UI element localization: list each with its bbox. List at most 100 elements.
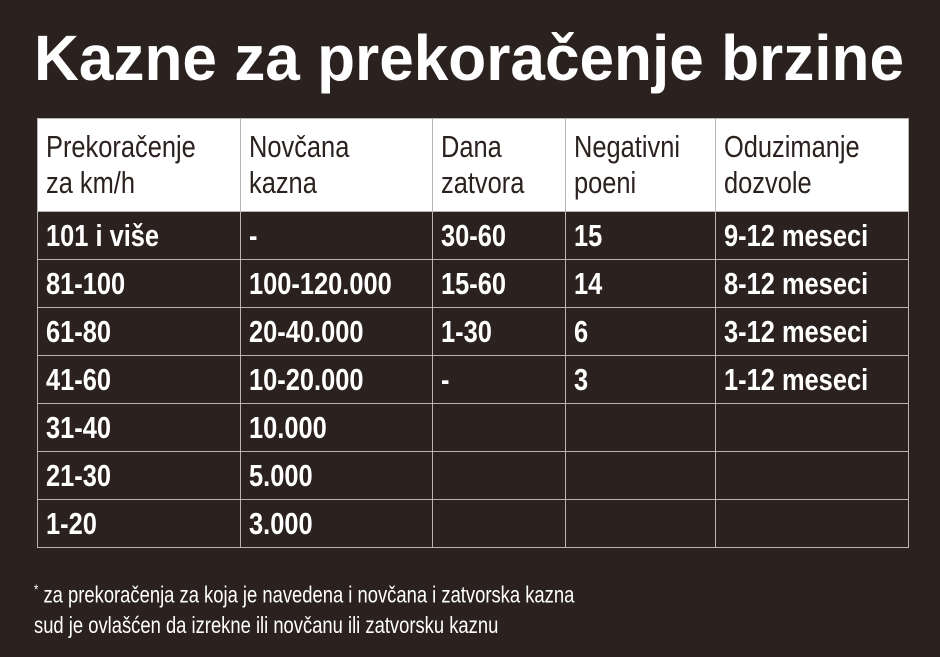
header-line: kazna	[249, 165, 432, 201]
cell: 31-40	[37, 403, 241, 452]
header-text: dozvole	[724, 165, 812, 200]
cell: 1-30	[432, 307, 566, 356]
header-text: zatvora	[441, 165, 525, 200]
cell-text: 41-60	[46, 361, 112, 397]
table-row: 101 i više - 30-60 15 9-12 meseci	[37, 211, 909, 260]
cell: 1-12 meseci	[715, 355, 909, 404]
cell-text: 8-12 meseci	[724, 265, 869, 301]
cell: 20-40.000	[240, 307, 433, 356]
cell: 6	[565, 307, 716, 356]
cell-text: 14	[574, 265, 603, 301]
header-line: Prekoračenje	[46, 129, 240, 165]
cell: 3-12 meseci	[715, 307, 909, 356]
cell-text: 30-60	[441, 217, 507, 253]
cell: 3.000	[240, 499, 433, 548]
footnote-wrap: sud je ovlašćen da izrekne ili novčanu i…	[34, 610, 498, 640]
table-body: 101 i više - 30-60 15 9-12 meseci 81-100 100-1…	[37, 211, 909, 548]
header-line: dozvole	[724, 165, 908, 201]
header-cell: Novčana kazna	[240, 118, 433, 212]
header-text: Negativni	[574, 129, 680, 164]
cell	[715, 403, 909, 452]
cell-text: -	[441, 361, 450, 397]
cell-text: 100-120.000	[249, 265, 392, 301]
footnote-line: sud je ovlašćen da izrekne ili novčanu i…	[34, 610, 709, 640]
cell: 9-12 meseci	[715, 211, 909, 260]
header-text: poeni	[574, 165, 637, 200]
cell-text: 81-100	[46, 265, 126, 301]
footnote: * za prekoračenja za koja je navedena i …	[34, 574, 709, 640]
cell-text: 6	[574, 313, 589, 349]
header-line: poeni	[574, 165, 715, 201]
cell	[432, 403, 566, 452]
title: Kazne za prekoračenje brzine	[34, 22, 904, 94]
cell-text: 3.000	[249, 505, 313, 541]
cell: 81-100	[37, 259, 241, 308]
cell	[715, 499, 909, 548]
header-cell: Negativni poeni	[565, 118, 716, 212]
cell-text: 10-20.000	[249, 361, 364, 397]
cell-text: 20-40.000	[249, 313, 364, 349]
cell-text: 5.000	[249, 457, 313, 493]
cell-text: -	[249, 217, 258, 253]
header-line: zatvora	[441, 165, 565, 201]
title-box: Kazne za prekoračenje brzine	[34, 22, 904, 94]
footnote-marker: *	[34, 581, 39, 597]
cell	[565, 499, 716, 548]
cell	[715, 451, 909, 500]
cell-text: 10.000	[249, 409, 327, 445]
fines-table: Prekoračenje za km/h Novčana kazna Dana zatvo…	[37, 118, 909, 548]
cell-text: 21-30	[46, 457, 112, 493]
cell: 61-80	[37, 307, 241, 356]
header-line: za km/h	[46, 165, 240, 201]
cell: 10.000	[240, 403, 433, 452]
header-cell: Dana zatvora	[432, 118, 566, 212]
cell	[432, 499, 566, 548]
cell: 15	[565, 211, 716, 260]
header-line: Novčana	[249, 129, 432, 165]
header-row: Prekoračenje za km/h Novčana kazna Dana zatvo…	[37, 118, 909, 212]
cell-text: 15-60	[441, 265, 507, 301]
header-cell: Oduzimanje dozvole	[715, 118, 909, 212]
cell: 21-30	[37, 451, 241, 500]
cell	[565, 403, 716, 452]
cell: -	[432, 355, 566, 404]
cell-text: 1-12 meseci	[724, 361, 869, 397]
cell: 8-12 meseci	[715, 259, 909, 308]
header-text: Prekoračenje	[46, 129, 196, 164]
cell-text: 1-30	[441, 313, 492, 349]
header-text: za km/h	[46, 165, 135, 200]
cell: 3	[565, 355, 716, 404]
cell: 10-20.000	[240, 355, 433, 404]
cell: 14	[565, 259, 716, 308]
cell: 101 i više	[37, 211, 241, 260]
table-row: 21-30 5.000	[37, 451, 909, 500]
cell: 30-60	[432, 211, 566, 260]
header-line: Oduzimanje	[724, 129, 908, 165]
cell-text: 3	[574, 361, 589, 397]
cell: 41-60	[37, 355, 241, 404]
footnote-text: sud je ovlašćen da izrekne ili novčanu i…	[34, 611, 499, 638]
cell: 100-120.000	[240, 259, 433, 308]
cell-text: 1-20	[46, 505, 97, 541]
cell: 15-60	[432, 259, 566, 308]
table-row: 1-20 3.000	[37, 499, 909, 548]
table-row: 41-60 10-20.000 - 3 1-12 meseci	[37, 355, 909, 404]
header-text: Dana	[441, 129, 502, 164]
footnote-line: * za prekoračenja za koja je navedena i …	[34, 574, 709, 610]
cell-text: 101 i više	[46, 217, 160, 253]
footnote-text: za prekoračenja za koja je navedena i no…	[43, 581, 575, 608]
cell-text: 31-40	[46, 409, 112, 445]
table-header: Prekoračenje za km/h Novčana kazna Dana zatvo…	[37, 118, 909, 212]
cell-text: 9-12 meseci	[724, 217, 869, 253]
table-row: 61-80 20-40.000 1-30 6 3-12 meseci	[37, 307, 909, 356]
cell-text: 61-80	[46, 313, 112, 349]
table-row: 31-40 10.000	[37, 403, 909, 452]
cell-text: 15	[574, 217, 603, 253]
header-cell: Prekoračenje za km/h	[37, 118, 241, 212]
header-line: Dana	[441, 129, 565, 165]
header-text: kazna	[249, 165, 317, 200]
cell: -	[240, 211, 433, 260]
cell: 5.000	[240, 451, 433, 500]
header-text: Oduzimanje	[724, 129, 860, 164]
